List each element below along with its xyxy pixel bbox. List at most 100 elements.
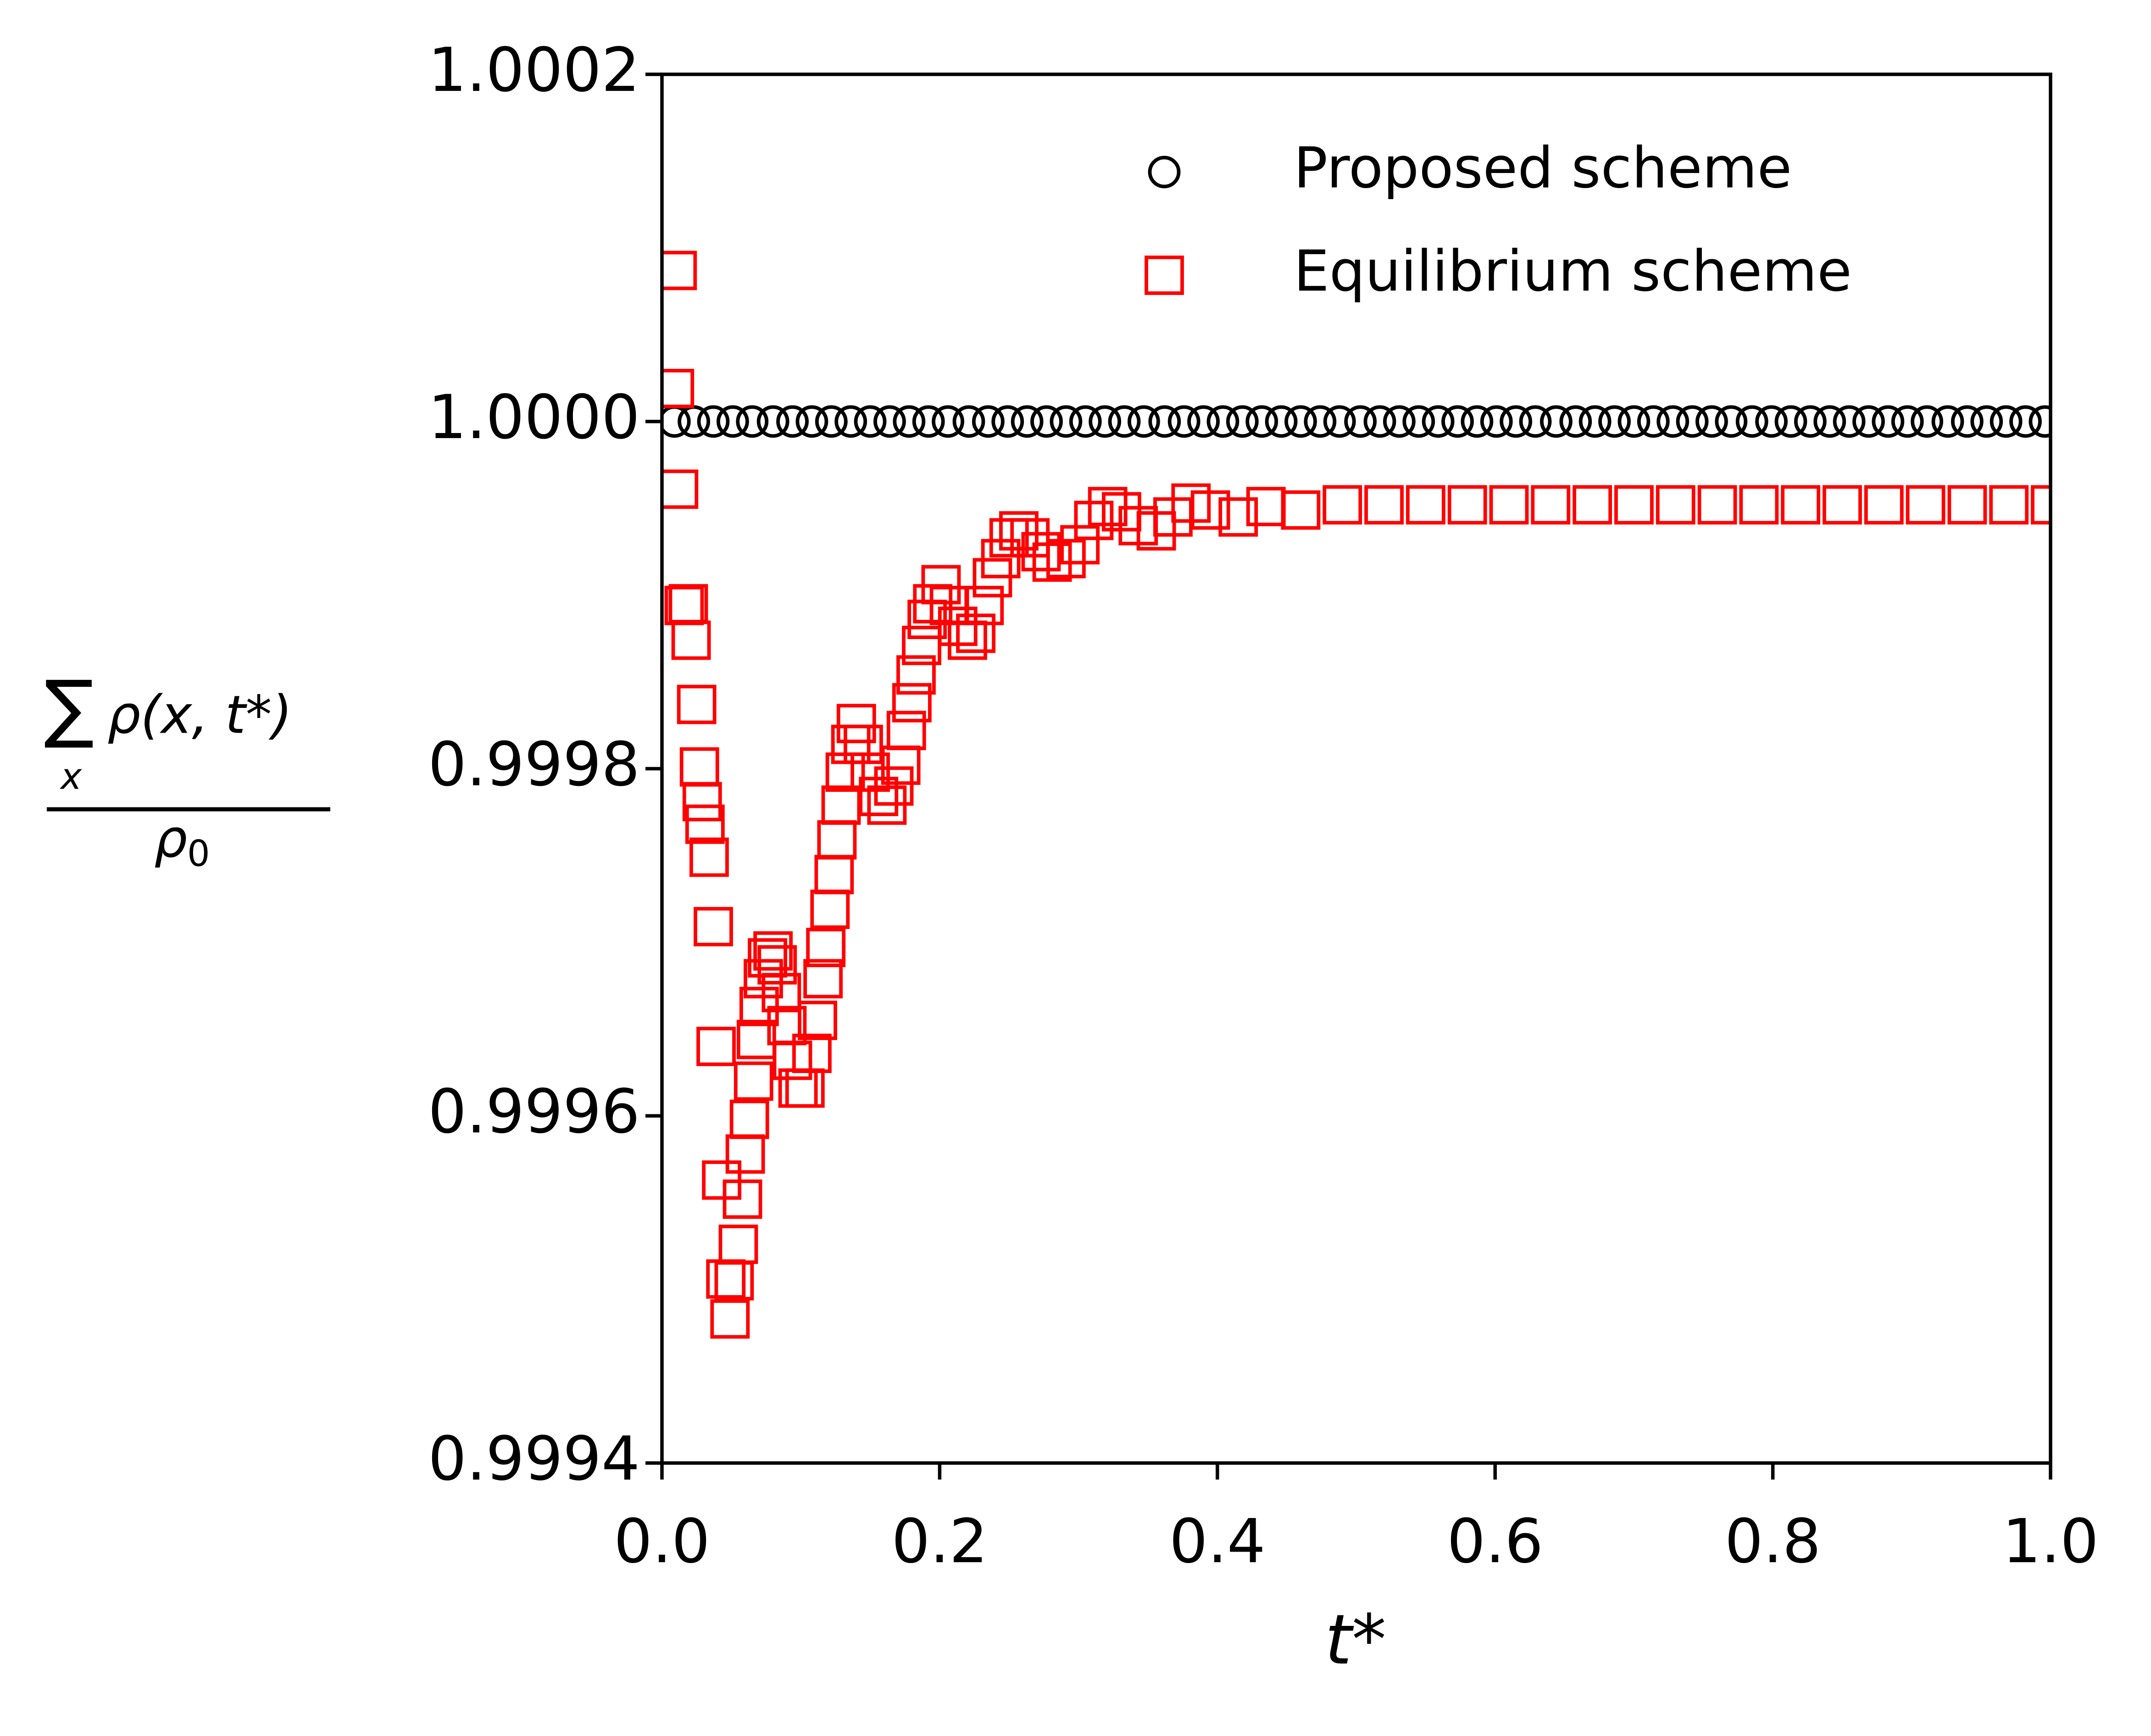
- data-point: [1046, 539, 1086, 579]
- data-point: [1697, 485, 1737, 525]
- data-point: [662, 469, 699, 509]
- data-point: [1461, 405, 1494, 438]
- data-point: [1265, 405, 1298, 438]
- data-point: [1281, 490, 1321, 530]
- data-point: [736, 405, 769, 438]
- data-point: [798, 1001, 837, 1040]
- x-tick-label: 0.4: [1169, 1506, 1266, 1577]
- data-point: [806, 928, 846, 968]
- data-point: [1656, 405, 1690, 438]
- data-point: [761, 973, 801, 1013]
- data-point: [1970, 405, 2003, 438]
- data-point: [1559, 405, 1592, 438]
- data-point: [1060, 525, 1100, 565]
- data-point: [2029, 405, 2051, 438]
- data-point: [1245, 405, 1278, 438]
- data-point: [1813, 405, 1846, 438]
- data-point: [753, 931, 793, 971]
- data-point: [989, 518, 1029, 558]
- data-point: [1187, 405, 1220, 438]
- data-point: [952, 405, 985, 438]
- data-point: [874, 766, 914, 806]
- y-label-denominator: ρ: [154, 808, 187, 869]
- data-point: [1069, 405, 1102, 438]
- data-point: [1074, 501, 1114, 540]
- data-point: [1794, 405, 1827, 438]
- x-axis-label: t*: [1325, 1600, 1386, 1680]
- data-point: [1852, 405, 1885, 438]
- data-point: [662, 368, 695, 408]
- data-point: [999, 511, 1039, 551]
- data-point: [757, 945, 797, 985]
- data-point: [991, 405, 1024, 438]
- y-tick-label: 1.0000: [428, 382, 640, 453]
- data-point: [1540, 405, 1573, 438]
- data-point: [1695, 405, 1728, 438]
- data-point: [718, 1224, 758, 1264]
- data-point: [1947, 485, 1987, 525]
- data-point: [1833, 405, 1866, 438]
- data-point: [817, 820, 857, 860]
- data-point: [886, 711, 926, 751]
- x-tick-label: 0.6: [1447, 1506, 1543, 1577]
- data-point: [671, 620, 711, 660]
- data-point: [1383, 405, 1416, 438]
- legend-label: Equilibrium scheme: [1294, 239, 1852, 305]
- data-point: [854, 405, 887, 438]
- plot-area: [662, 250, 2051, 1339]
- data-point: [821, 785, 861, 825]
- data-point: [725, 1134, 765, 1174]
- data-point: [1422, 405, 1455, 438]
- x-tick-label: 0.8: [1725, 1506, 1821, 1577]
- data-point: [1447, 485, 1487, 525]
- data-point: [1148, 405, 1181, 438]
- y-tick-label: 0.9998: [428, 729, 640, 800]
- data-point: [1614, 485, 1654, 525]
- data-point: [1739, 485, 1779, 525]
- data-point: [1676, 405, 1709, 438]
- data-point: [710, 1299, 750, 1339]
- data-point: [1226, 405, 1259, 438]
- data-point: [873, 405, 906, 438]
- data-point: [1774, 405, 1807, 438]
- legend-label: Proposed scheme: [1294, 136, 1792, 201]
- data-point: [1246, 487, 1286, 527]
- data-point: [685, 804, 725, 844]
- data-point: [964, 585, 1004, 625]
- plot-frame: [660, 72, 2052, 1465]
- data-point: [1715, 405, 1748, 438]
- data-point: [1598, 405, 1631, 438]
- data-point: [679, 747, 719, 787]
- data-point: [795, 405, 828, 438]
- data-point: [1911, 405, 1943, 438]
- data-point: [1637, 405, 1670, 438]
- data-point: [694, 907, 733, 946]
- data-point: [1364, 485, 1404, 525]
- data-point: [1218, 497, 1258, 537]
- data-point: [810, 890, 850, 929]
- data-point: [1519, 405, 1552, 438]
- data-point: [1823, 485, 1862, 525]
- data-point: [1304, 405, 1337, 438]
- data-point: [696, 1027, 736, 1066]
- data-point: [1781, 485, 1821, 525]
- data-point: [1500, 405, 1533, 438]
- data-point: [1951, 405, 1984, 438]
- y-tick-label: 1.0002: [428, 35, 640, 106]
- data-point: [736, 1019, 776, 1059]
- data-point: [1989, 485, 2029, 525]
- data-point: [892, 683, 932, 723]
- data-point: [1010, 518, 1050, 558]
- data-point: [776, 405, 809, 438]
- y-label-numerator: ρ(x, t*): [107, 684, 292, 745]
- data-point: [1489, 485, 1529, 525]
- data-point: [1931, 405, 1964, 438]
- data-point: [682, 782, 722, 822]
- legend-marker: [1148, 156, 1181, 189]
- data-point: [1573, 485, 1612, 525]
- data-point: [1206, 405, 1239, 438]
- data-point: [1656, 485, 1695, 525]
- data-point: [859, 777, 899, 816]
